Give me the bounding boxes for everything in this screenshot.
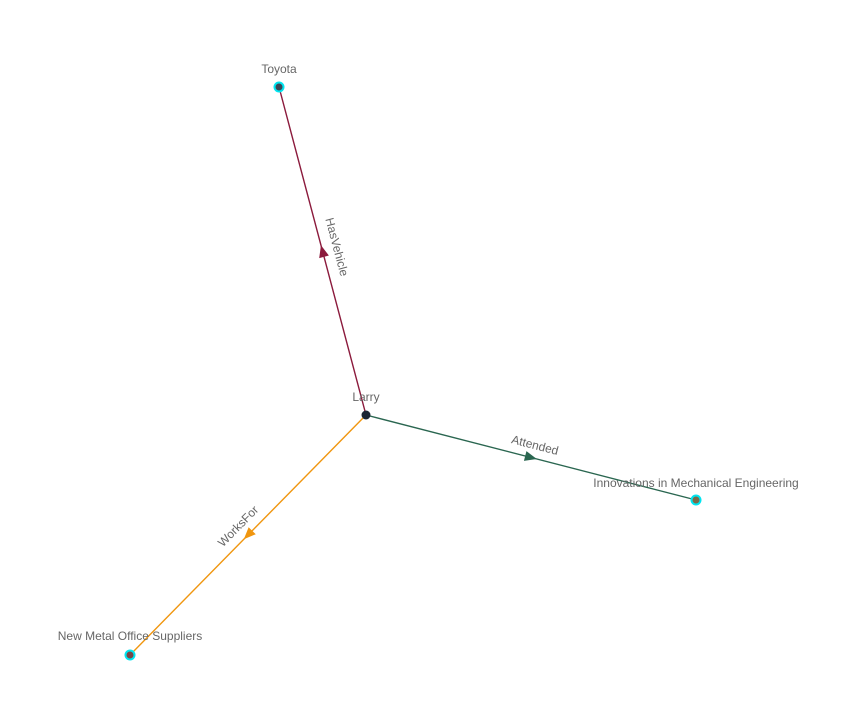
arrow-icon: [319, 245, 329, 259]
node-label: Innovations in Mechanical Engineering: [593, 476, 798, 490]
node-label: New Metal Office Suppliers: [58, 629, 203, 643]
edge-worksfor[interactable]: WorksFor: [129, 414, 367, 656]
node-circle[interactable]: [361, 410, 371, 420]
node-toyota[interactable]: Toyota: [261, 62, 297, 93]
node-label: Larry: [352, 390, 379, 404]
edge-hasvehicle[interactable]: HasVehicle: [278, 86, 367, 416]
node-larry[interactable]: Larry: [352, 390, 380, 420]
node-circle[interactable]: [126, 651, 134, 659]
node-circle[interactable]: [692, 496, 700, 504]
node-innov[interactable]: Innovations in Mechanical Engineering: [593, 476, 799, 506]
node-circle[interactable]: [275, 83, 283, 91]
node-label: Toyota: [261, 62, 297, 76]
nodes-layer: Larry Toyota Innovations in Mechanical Eng…: [58, 62, 799, 661]
arrow-icon: [243, 527, 256, 540]
edge-label: WorksFor: [215, 503, 261, 550]
arrow-icon: [523, 451, 537, 461]
node-nmos[interactable]: New Metal Office Suppliers: [58, 629, 203, 661]
